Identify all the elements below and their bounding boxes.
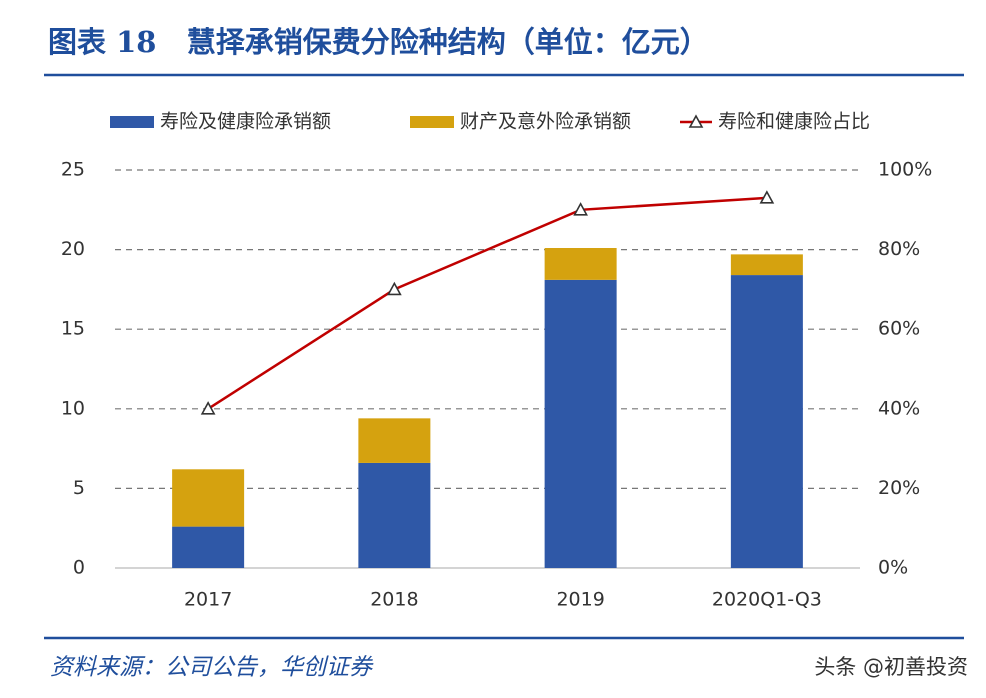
legend-label: 寿险和健康险占比 — [718, 111, 870, 133]
y-tick-label: 5 — [73, 477, 85, 499]
legend-label: 寿险及健康险承销额 — [160, 111, 331, 133]
line-marker — [387, 281, 402, 296]
y2-tick-label: 100% — [878, 159, 932, 181]
y-tick-label: 25 — [61, 159, 85, 181]
y2-tick-label: 20% — [878, 477, 920, 499]
legend-swatch — [410, 116, 454, 128]
y2-tick-label: 60% — [878, 318, 920, 340]
bar — [730, 254, 803, 276]
y-tick-label: 10 — [61, 397, 85, 419]
line — [207, 196, 767, 410]
y2-tick-label: 80% — [878, 238, 920, 260]
chart-title: 图表 18 慧择承销保费分险种结构（单位：亿元） — [48, 25, 709, 59]
x-tick-label: 2020Q1-Q3 — [712, 589, 822, 611]
bar — [172, 526, 245, 568]
line-marker — [573, 202, 588, 216]
bar — [358, 462, 431, 568]
bar — [544, 248, 617, 280]
y2-tick-label: 40% — [878, 397, 920, 419]
y-tick-label: 0 — [73, 557, 85, 579]
x-tick-label: 2017 — [184, 589, 232, 611]
y-tick-label: 20 — [61, 238, 85, 260]
line-marker — [759, 190, 775, 204]
y2-tick-label: 0% — [878, 557, 908, 579]
bar — [544, 279, 617, 568]
x-tick-label: 2018 — [370, 589, 418, 611]
bar — [730, 275, 803, 568]
source: 资料来源：公司公告，华创证券 — [50, 655, 374, 681]
legend-swatch — [110, 116, 154, 128]
watermark: 头条 @初善投资 — [814, 655, 968, 679]
line-marker — [200, 401, 216, 415]
x-tick-label: 2019 — [556, 589, 604, 611]
bar — [358, 418, 431, 463]
y-tick-label: 15 — [61, 318, 85, 340]
legend-marker — [688, 114, 704, 128]
bar — [172, 469, 245, 527]
legend-label: 财产及意外险承销额 — [460, 111, 631, 133]
